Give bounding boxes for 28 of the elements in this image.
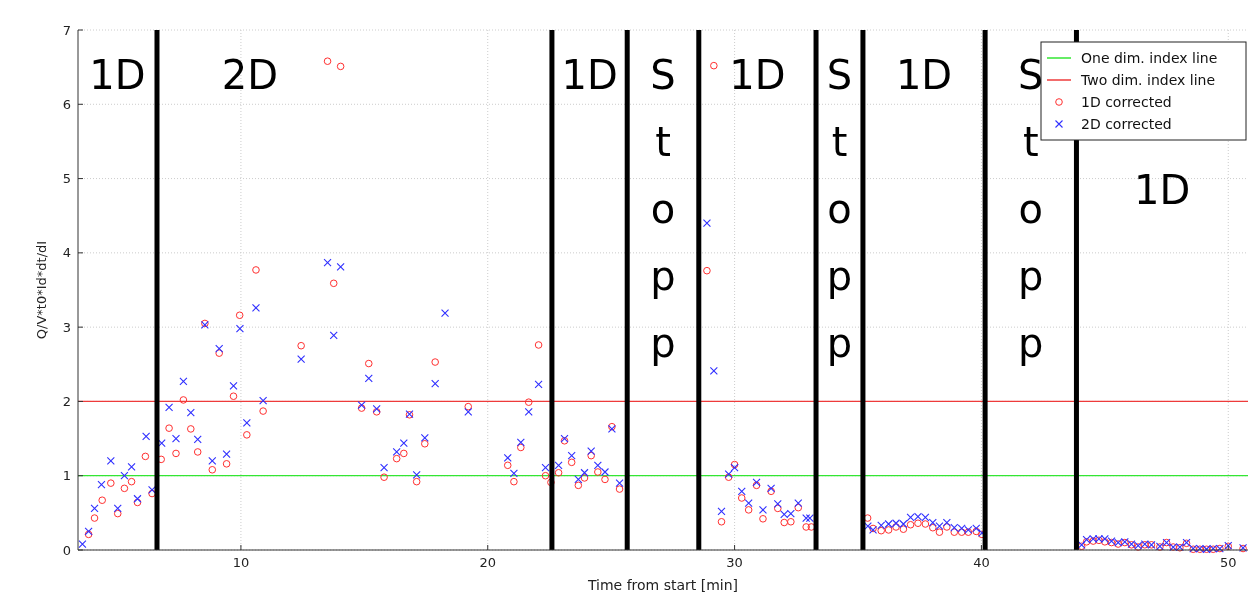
y-axis-title: Q/V*t0*Id*dt/dI: [34, 240, 49, 340]
annotation: 1D: [89, 52, 146, 98]
annotation: Stopp: [1018, 52, 1044, 366]
annotation: 1D: [561, 52, 618, 98]
annotation: Stopp: [826, 52, 853, 366]
annotation: Stopp: [650, 52, 676, 366]
annotation: 1D: [895, 52, 953, 98]
x-tick-label: 10: [232, 555, 250, 570]
x-axis-title: Time from start [min]: [586, 577, 739, 593]
x-tick-label: 40: [973, 555, 990, 570]
legend-label: 1D corrected: [1081, 93, 1172, 110]
y-tick-label: 6: [62, 96, 71, 112]
y-tick-label: 4: [62, 245, 71, 261]
x-tick-label: 30: [726, 555, 743, 570]
annotation: 2D: [221, 52, 279, 98]
x-tick-label: 50: [1219, 555, 1237, 570]
y-tick-label: 3: [62, 319, 71, 335]
x-tick-label: 20: [479, 555, 497, 570]
annotation: 1D: [1134, 167, 1191, 213]
annotation: 1D: [729, 52, 786, 98]
legend-label: Two dim. index line: [1080, 71, 1216, 88]
y-tick-label: 2: [62, 393, 71, 409]
y-tick-label: 1: [62, 468, 71, 484]
legend-label: One dim. index line: [1081, 49, 1218, 66]
y-tick-label: 0: [62, 542, 71, 558]
y-tick-label: 5: [62, 171, 71, 187]
legend-label: 2D corrected: [1081, 115, 1172, 132]
y-tick-label: 7: [62, 22, 71, 38]
